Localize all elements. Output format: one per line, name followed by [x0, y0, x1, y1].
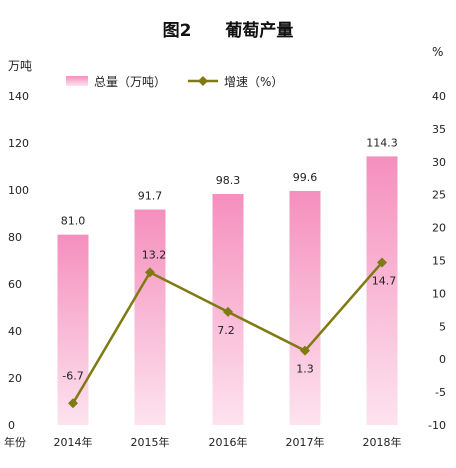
bar [57, 234, 89, 425]
right-tick-label: 5 [439, 320, 446, 333]
right-tick-label: 15 [432, 255, 446, 268]
right-tick-label: -10 [428, 419, 446, 432]
x-tick-label: 2014年 [54, 435, 93, 449]
right-axis-ticks: -10 -5 0 5 10 15 20 25 30 35 40 [428, 90, 446, 432]
legend-bar-label: 总量（万吨） [94, 75, 166, 89]
bar-value-label: 98.3 [216, 174, 241, 187]
x-axis-ticks: 年份 2014年 2015年 2016年 2017年 2018年 [4, 435, 402, 449]
bar-series [57, 156, 398, 425]
line-marker [377, 257, 387, 268]
right-tick-label: 40 [432, 90, 446, 103]
bar [289, 190, 321, 425]
line-value-label: 14.7 [372, 274, 397, 287]
chart-title: 图2 葡萄产量 [163, 20, 294, 41]
right-tick-label: -5 [435, 386, 446, 399]
bar-value-label: 114.3 [366, 136, 398, 149]
left-axis-ticks: 0 20 40 60 80 100 120 140 [8, 90, 29, 432]
bar [366, 156, 398, 425]
line-value-label: 1.3 [296, 363, 314, 376]
left-tick-label: 120 [8, 137, 29, 150]
line-value-label: 13.2 [142, 248, 167, 261]
right-tick-label: 20 [432, 222, 446, 235]
x-tick-label: 2017年 [286, 435, 325, 449]
bar-value-label: 99.6 [293, 171, 318, 184]
bar [134, 209, 166, 425]
left-tick-label: 20 [8, 372, 22, 385]
bar-value-label: 81.0 [61, 215, 86, 228]
left-tick-label: 60 [8, 278, 22, 291]
right-tick-label: 35 [432, 123, 446, 136]
left-tick-label: 100 [8, 184, 29, 197]
legend-line-marker [198, 76, 208, 86]
legend: 总量（万吨） 增速（%） [66, 75, 283, 89]
legend-line-label: 增速（%） [224, 75, 283, 89]
line-marker [223, 306, 233, 317]
left-tick-label: 80 [8, 231, 22, 244]
right-axis-unit: % [432, 45, 443, 59]
line-data-labels: -6.7 13.2 7.2 1.3 14.7 [62, 248, 396, 382]
line-value-label: -6.7 [62, 369, 83, 382]
right-tick-label: 0 [439, 353, 446, 366]
bar-value-label: 91.7 [138, 190, 163, 203]
left-tick-label: 140 [8, 90, 29, 103]
left-tick-label: 0 [8, 419, 15, 432]
line-value-label: 7.2 [217, 324, 235, 337]
x-axis-prefix-label: 年份 [4, 435, 26, 449]
x-tick-label: 2015年 [131, 435, 170, 449]
x-tick-label: 2018年 [363, 435, 402, 449]
right-tick-label: 25 [432, 189, 446, 202]
line-marker [300, 345, 310, 356]
x-tick-label: 2016年 [209, 435, 248, 449]
left-tick-label: 40 [8, 325, 22, 338]
legend-bar-swatch [66, 76, 88, 86]
line-marker [68, 398, 78, 409]
left-axis-unit: 万吨 [8, 59, 32, 73]
bar-data-labels: 81.0 91.7 98.3 99.6 114.3 [61, 136, 398, 227]
line-marker [145, 267, 155, 278]
line-series [68, 257, 387, 409]
right-tick-label: 30 [432, 156, 446, 169]
right-tick-label: 10 [432, 287, 446, 300]
